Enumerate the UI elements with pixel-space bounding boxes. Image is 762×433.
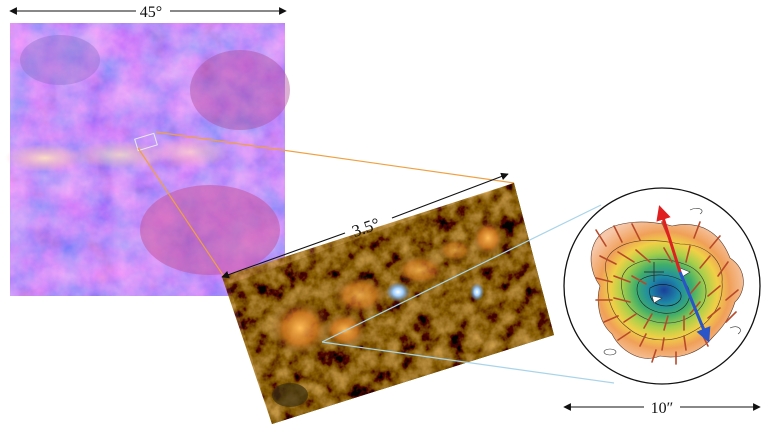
red-vector-arrow	[656, 205, 682, 273]
core-scale-label: 10″	[651, 400, 674, 417]
wide-scale-label: 45°	[140, 4, 162, 21]
wide-map-zoom-box	[134, 132, 158, 152]
source-marker-2	[651, 295, 663, 304]
blue-vector-arrow	[678, 271, 711, 343]
core-scale-bar: 10″	[563, 400, 761, 417]
zoom-lines-mid-to-core	[321, 204, 615, 384]
zoom-lines-wide-to-mid	[137, 131, 515, 285]
wide-scale-bar: 45°	[9, 4, 287, 21]
core-polarization-map	[563, 187, 761, 385]
wide-field-sky-map	[5, 23, 290, 296]
